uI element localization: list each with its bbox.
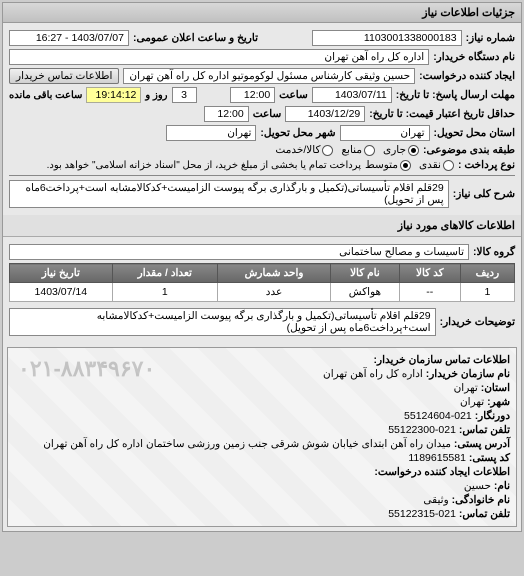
valid-time-label: ساعت: [253, 108, 282, 120]
budget-label: طبقه بندی موضوعی:: [423, 144, 515, 156]
cell-qty: 1: [112, 283, 217, 302]
col-name: نام کالا: [331, 264, 400, 283]
group-label: گروه کالا:: [473, 246, 515, 258]
contact-org: نام سازمان خریدار: اداره کل راه آهن تهرا…: [14, 368, 510, 380]
days-remaining: 3: [172, 87, 197, 103]
radio-icon: [443, 160, 454, 171]
col-qty: تعداد / مقدار: [112, 264, 217, 283]
pubdate-value: 1403/07/07 - 16:27: [9, 30, 129, 46]
contact-phone: تلفن تماس: 021-55122300: [14, 424, 510, 436]
row-buyer-notes: توضیحات خریدار: 29قلم اقلام تأسیساتی(تکم…: [9, 308, 515, 336]
contact-box: ۰۲۱-۸۸۳۴۹۶۷۰ اطلاعات تماس سازمان خریدار:…: [7, 347, 517, 527]
row-paytype: نوع پرداخت : نقدی متوسط پرداخت تمام یا ب…: [9, 159, 515, 171]
col-date: تاریخ نیاز: [10, 264, 113, 283]
contact-prov: استان: تهران: [14, 382, 510, 394]
contact-lname: نام خانوادگی: وثیقی: [14, 494, 510, 506]
days-label: روز و: [145, 90, 167, 101]
cell-unit: عدد: [218, 283, 331, 302]
goods-table: ردیف کد کالا نام کالا واحد شمارش تعداد /…: [9, 263, 515, 302]
panel-title: جزئیات اطلاعات نیاز: [3, 3, 521, 23]
radio-icon: [408, 145, 419, 156]
desc-label: شرح کلی نیاز:: [453, 188, 515, 200]
contact-addr: آدرس پستی: میدان راه آهن ابتدای خیابان ش…: [14, 438, 510, 450]
paytype-radio-group: نقدی متوسط: [365, 159, 454, 171]
goods-section-title: اطلاعات کالاهای مورد نیاز: [3, 215, 521, 237]
budget-opt-a[interactable]: جاری: [383, 144, 419, 156]
paytype-label: نوع پرداخت :: [458, 159, 515, 171]
deadline-date: 1403/07/11: [312, 87, 392, 103]
table-row[interactable]: 1 -- هواکش عدد 1 1403/07/14: [10, 283, 515, 302]
group-value: تاسیسات و مصالح ساختمانی: [9, 244, 469, 260]
countdown-value: 19:14:12: [86, 87, 141, 103]
buyer-notes-value: 29قلم اقلام تأسیساتی(تکمیل و بارگذاری بر…: [9, 308, 436, 336]
row-reqno: شماره نیاز: 1103001338000183 تاریخ و ساع…: [9, 30, 515, 46]
radio-icon: [322, 145, 333, 156]
budget-opt-b[interactable]: منابع: [341, 144, 375, 156]
contact-title: اطلاعات تماس سازمان خریدار:: [14, 354, 510, 366]
row-location: استان محل تحویل: تهران شهر محل تحویل: ته…: [9, 125, 515, 141]
col-code: کد کالا: [399, 264, 460, 283]
row-deadline: مهلت ارسال پاسخ: تا تاریخ: 1403/07/11 سا…: [9, 87, 515, 103]
contact-cphone: تلفن تماس: 021-55122315: [14, 508, 510, 520]
deadline-label: مهلت ارسال پاسخ: تا تاریخ:: [396, 89, 515, 101]
remain-label: ساعت باقی مانده: [9, 90, 82, 101]
reqno-label: شماره نیاز:: [466, 32, 515, 44]
radio-icon: [400, 160, 411, 171]
row-budget: طبقه بندی موضوعی: جاری منابع کالا/خدمت: [9, 144, 515, 156]
buyer-value: اداره کل راه آهن تهران: [9, 49, 429, 65]
paytype-opt-a[interactable]: نقدی: [419, 159, 454, 171]
panel-body: شماره نیاز: 1103001338000183 تاریخ و ساع…: [3, 23, 521, 215]
row-creator: ایجاد کننده درخواست: حسین وثیقی کارشناس …: [9, 68, 515, 84]
valid-label: حداقل تاریخ اعتبار قیمت: تا تاریخ:: [369, 108, 515, 120]
valid-date: 1403/12/29: [285, 106, 365, 122]
creator-value: حسین وثیقی کارشناس مسئول لوکوموتیو اداره…: [123, 68, 415, 84]
col-unit: واحد شمارش: [218, 264, 331, 283]
cell-date: 1403/07/14: [10, 283, 113, 302]
pubdate-label: تاریخ و ساعت اعلان عمومی:: [133, 32, 258, 44]
paytype-note: پرداخت تمام یا بخشی از مبلغ خرید، از محل…: [47, 160, 361, 171]
contact-fax: دورنگار: 021-55124604: [14, 410, 510, 422]
col-row: ردیف: [460, 264, 514, 283]
city-label: شهر محل تحویل:: [260, 127, 335, 139]
cell-row: 1: [460, 283, 514, 302]
contact-name: نام: حسین: [14, 480, 510, 492]
contact-city: شهر: تهران: [14, 396, 510, 408]
creator-label: ایجاد کننده درخواست:: [419, 70, 515, 82]
province-label: استان محل تحویل:: [434, 127, 515, 139]
budget-radio-group: جاری منابع کالا/خدمت: [275, 144, 419, 156]
contact-post: کد پستی: 1189615581: [14, 452, 510, 464]
contact-info-button[interactable]: اطلاعات تماس خریدار: [9, 68, 119, 84]
buyer-label: نام دستگاه خریدار:: [433, 51, 515, 63]
province-value: تهران: [340, 125, 430, 141]
buyer-notes-label: توضیحات خریدار:: [440, 316, 515, 328]
row-desc: شرح کلی نیاز: 29قلم اقلام تأسیساتی(تکمیل…: [9, 180, 515, 208]
paytype-opt-b[interactable]: متوسط: [365, 159, 411, 171]
need-detail-panel: جزئیات اطلاعات نیاز شماره نیاز: 11030013…: [2, 2, 522, 532]
deadline-time-label: ساعت: [279, 89, 308, 101]
reqno-value: 1103001338000183: [312, 30, 462, 46]
creator-title: اطلاعات ایجاد کننده درخواست:: [14, 466, 510, 478]
row-buyer: نام دستگاه خریدار: اداره کل راه آهن تهرا…: [9, 49, 515, 65]
cell-code: --: [399, 283, 460, 302]
city-value: تهران: [166, 125, 256, 141]
row-group: گروه کالا: تاسیسات و مصالح ساختمانی: [9, 244, 515, 260]
desc-value: 29قلم اقلام تأسیساتی(تکمیل و بارگذاری بر…: [9, 180, 449, 208]
deadline-time: 12:00: [230, 87, 275, 103]
table-header-row: ردیف کد کالا نام کالا واحد شمارش تعداد /…: [10, 264, 515, 283]
budget-opt-c[interactable]: کالا/خدمت: [275, 144, 333, 156]
goods-body: گروه کالا: تاسیسات و مصالح ساختمانی ردیف…: [3, 237, 521, 343]
radio-icon: [364, 145, 375, 156]
cell-name: هواکش: [331, 283, 400, 302]
row-validity: حداقل تاریخ اعتبار قیمت: تا تاریخ: 1403/…: [9, 106, 515, 122]
valid-time: 12:00: [204, 106, 249, 122]
divider: [9, 175, 515, 176]
